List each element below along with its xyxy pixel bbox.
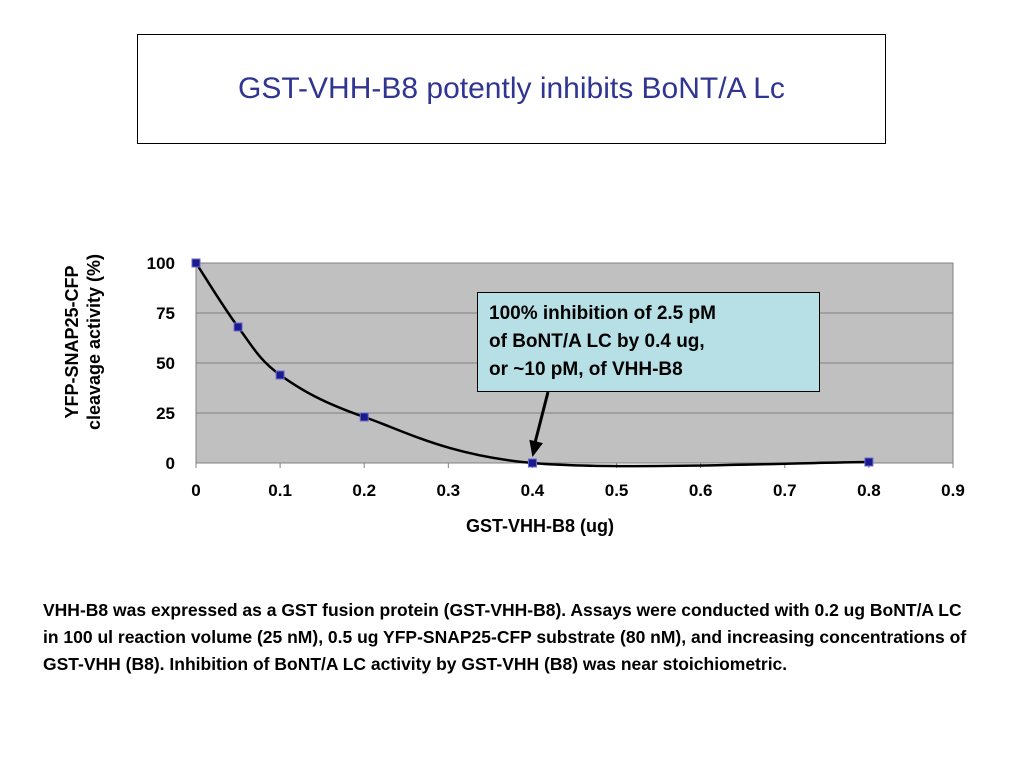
x-axis-label: GST-VHH-B8 (ug) [466, 516, 614, 536]
x-tick-label: 0.4 [521, 481, 545, 500]
slide-caption: VHH-B8 was expressed as a GST fusion pro… [43, 600, 967, 674]
y-tick-label: 0 [166, 454, 175, 473]
annotation-line-1: 100% inhibition of 2.5 pM [489, 303, 716, 324]
data-point [527, 458, 537, 468]
annotation-line-3: or ~10 pM, of VHH-B8 [489, 359, 683, 380]
annotation-callout: 100% inhibition of 2.5 pM of BoNT/A LC b… [477, 292, 820, 392]
data-point [359, 412, 369, 422]
annotation-line-2: of BoNT/A LC by 0.4 ug, [489, 331, 705, 352]
x-tick-label: 0.2 [352, 481, 376, 500]
y-tick-label: 50 [156, 354, 175, 373]
title-box: GST-VHH-B8 potently inhibits BoNT/A Lc [137, 34, 886, 144]
x-tick-label: 0.9 [941, 481, 965, 500]
y-tick-label: 25 [156, 404, 175, 423]
x-tick-label: 0.3 [437, 481, 461, 500]
data-point [275, 370, 285, 380]
x-tick-label: 0.7 [773, 481, 797, 500]
y-tick-label: 75 [156, 304, 175, 323]
x-tick-label: 0.1 [268, 481, 292, 500]
data-point [233, 322, 243, 332]
annotation-arrow-shaft [532, 391, 550, 446]
data-point [864, 457, 874, 467]
slide-title: GST-VHH-B8 potently inhibits BoNT/A Lc [238, 72, 785, 105]
x-tick-label: 0 [191, 481, 200, 500]
x-tick-label: 0.6 [689, 481, 713, 500]
x-tick-label: 0.8 [857, 481, 881, 500]
y-tick-label: 100 [147, 254, 175, 273]
y-axis-label: cleavage activity (%) [84, 254, 104, 430]
annotation-arrow-head [529, 439, 543, 457]
x-tick-label: 0.5 [605, 481, 629, 500]
y-axis-label: YFP-SNAP25-CFP [62, 265, 82, 418]
data-point [191, 258, 201, 268]
